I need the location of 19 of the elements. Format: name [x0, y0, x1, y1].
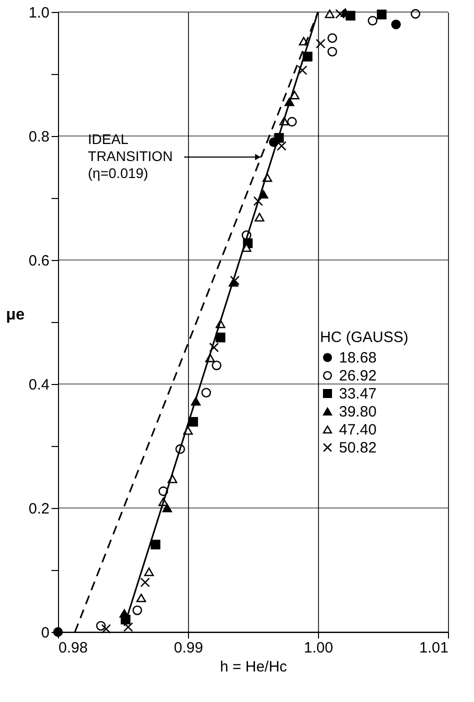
- legend-label: 26.92: [339, 368, 377, 384]
- x-axis-title: h = He/Hc: [220, 658, 288, 676]
- y-tick-label: 0: [41, 624, 50, 642]
- legend-label: 50.82: [339, 440, 377, 456]
- legend-label: 47.40: [339, 422, 377, 438]
- y-tick-label: 0.8: [28, 128, 50, 146]
- x-tick-label: 1.01: [419, 640, 448, 656]
- y-tick-label: 0.2: [28, 500, 50, 518]
- y-axis-title: μe: [6, 306, 25, 324]
- x-tick-label: 0.98: [58, 640, 88, 656]
- y-tick-label: 0.6: [28, 252, 50, 270]
- x-tick-label: 0.99: [174, 640, 204, 656]
- legend-title: HC (GAUSS): [320, 329, 408, 346]
- y-tick-label: 1.0: [28, 4, 50, 22]
- legend-label: 39.80: [339, 404, 377, 420]
- x-tick-label: 1.00: [304, 640, 334, 656]
- legend-label: 18.68: [339, 350, 377, 366]
- y-tick-label: 0.4: [28, 376, 50, 394]
- legend-label: 33.47: [339, 386, 377, 402]
